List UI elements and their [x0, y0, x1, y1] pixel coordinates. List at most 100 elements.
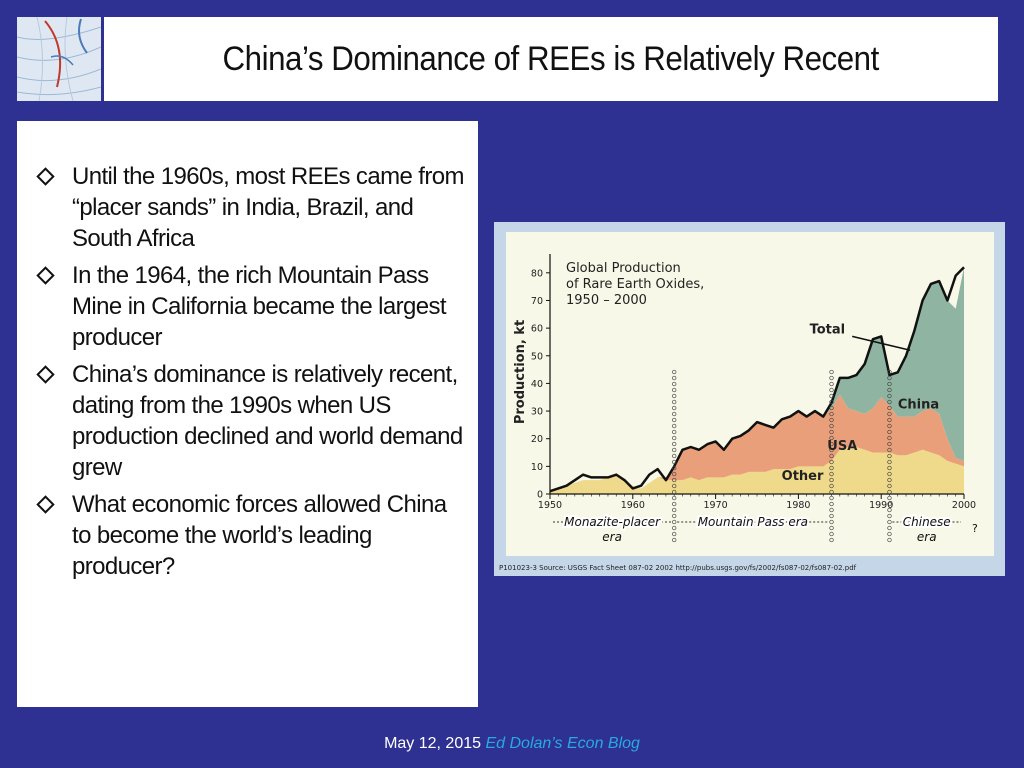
- bullet-item: What economic forces allowed China to be…: [33, 489, 468, 582]
- chart-title-line: of Rare Earth Oxides,: [566, 277, 704, 292]
- y-tick-label: 50: [531, 351, 543, 362]
- bullet-text: In the 1964, the rich Mountain Pass Mine…: [72, 262, 447, 351]
- logo: [17, 17, 101, 101]
- era-divider-dot: [829, 411, 834, 417]
- area-label-total: Total: [810, 323, 846, 338]
- era-label: Chinese: [903, 515, 951, 529]
- era-divider-dot: [672, 453, 677, 459]
- area-label-usa: USA: [827, 439, 857, 454]
- y-tick-label: 40: [531, 379, 543, 390]
- era-divider-dot: [829, 471, 834, 477]
- era-divider-dot: [829, 447, 834, 453]
- era-divider-dot: [887, 471, 892, 477]
- era-divider-dot: [829, 435, 834, 441]
- bullet-text: Until the 1960s, most REEs came from “pl…: [72, 163, 464, 252]
- footer-date: May 12, 2015: [384, 735, 482, 752]
- era-divider-dot: [829, 417, 834, 423]
- era-divider-dot: [887, 369, 892, 375]
- x-tick-label: 2000: [952, 500, 976, 511]
- chart-panel: 0 10 20 30 40 50 60 70 80 1950 1960 1970 1980 1990 200…: [494, 222, 1005, 576]
- era-divider-dot: [829, 537, 834, 543]
- era-divider-dot: [829, 429, 834, 435]
- area-china: [550, 267, 964, 492]
- era-divider-dot: [672, 525, 677, 531]
- era-divider-dot: [829, 507, 834, 513]
- diamond-bullet-icon: [36, 495, 55, 514]
- era-divider-dot: [887, 507, 892, 513]
- diamond-bullet-icon: [36, 266, 55, 285]
- era-divider-dot: [887, 483, 892, 489]
- bullet-list: Until the 1960s, most REEs came from “pl…: [17, 121, 478, 707]
- era-divider-dot: [672, 429, 677, 435]
- era-divider-dot: [887, 531, 892, 537]
- era-divider-dot: [829, 489, 834, 495]
- era-divider-dot: [887, 375, 892, 381]
- era-divider-dot: [887, 513, 892, 519]
- era-divider-dot: [887, 519, 892, 525]
- era-divider-dot: [672, 411, 677, 417]
- y-tick-label: 20: [531, 434, 543, 445]
- era-divider-dot: [672, 387, 677, 393]
- era-divider-dot: [829, 441, 834, 447]
- era-divider-dot: [672, 423, 677, 429]
- era-divider-dot: [887, 459, 892, 465]
- logo-graphic: [17, 17, 101, 101]
- era-divider-dot: [672, 513, 677, 519]
- era-divider-dot: [672, 405, 677, 411]
- era-divider-dot: [887, 489, 892, 495]
- production-chart: 0 10 20 30 40 50 60 70 80 1950 1960 1970 1980 1990 200…: [499, 232, 994, 572]
- era-divider-dot: [887, 423, 892, 429]
- era-divider-dot: [887, 429, 892, 435]
- slide-title: China’s Dominance of REEs is Relatively …: [222, 39, 880, 78]
- bullet-text: What economic forces allowed China to be…: [72, 491, 447, 580]
- era-divider-dot: [829, 405, 834, 411]
- era-divider-dot: [829, 387, 834, 393]
- era-divider-dot: [829, 423, 834, 429]
- x-tick-label: 1970: [704, 500, 728, 511]
- footer-blog-link[interactable]: Ed Dolan’s Econ Blog: [485, 735, 640, 752]
- y-tick-label: 0: [537, 490, 543, 501]
- era-divider-dot: [887, 465, 892, 471]
- era-divider-dot: [672, 393, 677, 399]
- era-divider-dot: [829, 477, 834, 483]
- title-box: China’s Dominance of REEs is Relatively …: [104, 17, 998, 101]
- era-divider-dot: [672, 369, 677, 375]
- era-divider-dot: [887, 537, 892, 543]
- x-tick-label: 1980: [786, 500, 810, 511]
- era-divider-dot: [887, 525, 892, 531]
- era-divider-dot: [887, 387, 892, 393]
- y-tick-label: 30: [531, 407, 543, 418]
- era-label-line2: era: [917, 530, 937, 544]
- era-divider-dot: [829, 531, 834, 537]
- era-divider-dot: [887, 405, 892, 411]
- era-divider-dot: [672, 441, 677, 447]
- era-divider-dot: [829, 375, 834, 381]
- era-divider-dot: [672, 537, 677, 543]
- era-divider-dot: [672, 495, 677, 501]
- era-divider-dot: [887, 501, 892, 507]
- chart-title-line: Global Production: [566, 261, 681, 276]
- era-divider-dot: [672, 489, 677, 495]
- y-tick-label: 80: [531, 268, 543, 279]
- area-usa: [550, 394, 964, 492]
- footer: May 12, 2015 Ed Dolan’s Econ Blog: [0, 735, 1024, 753]
- era-divider-dot: [672, 471, 677, 477]
- bullet-item: In the 1964, the rich Mountain Pass Mine…: [33, 260, 468, 353]
- era-divider-dot: [829, 525, 834, 531]
- chart-source: P101023-3 Source: USGS Fact Sheet 087-02…: [499, 564, 857, 572]
- era-divider-dot: [829, 483, 834, 489]
- y-axis-label: Production, kt: [513, 320, 528, 424]
- era-divider-dot: [829, 399, 834, 405]
- era-divider-dot: [672, 507, 677, 513]
- y-tick-label: 60: [531, 324, 543, 335]
- era-label: Monazite-placer: [564, 515, 661, 529]
- era-divider-dot: [829, 393, 834, 399]
- era-divider-dot: [672, 519, 677, 525]
- diamond-bullet-icon: [36, 167, 55, 186]
- era-divider-dot: [829, 381, 834, 387]
- chart-title-line: 1950 – 2000: [566, 293, 647, 308]
- era-divider-dot: [829, 465, 834, 471]
- era-divider-dot: [887, 417, 892, 423]
- era-divider-dot: [829, 495, 834, 501]
- era-divider-dot: [887, 447, 892, 453]
